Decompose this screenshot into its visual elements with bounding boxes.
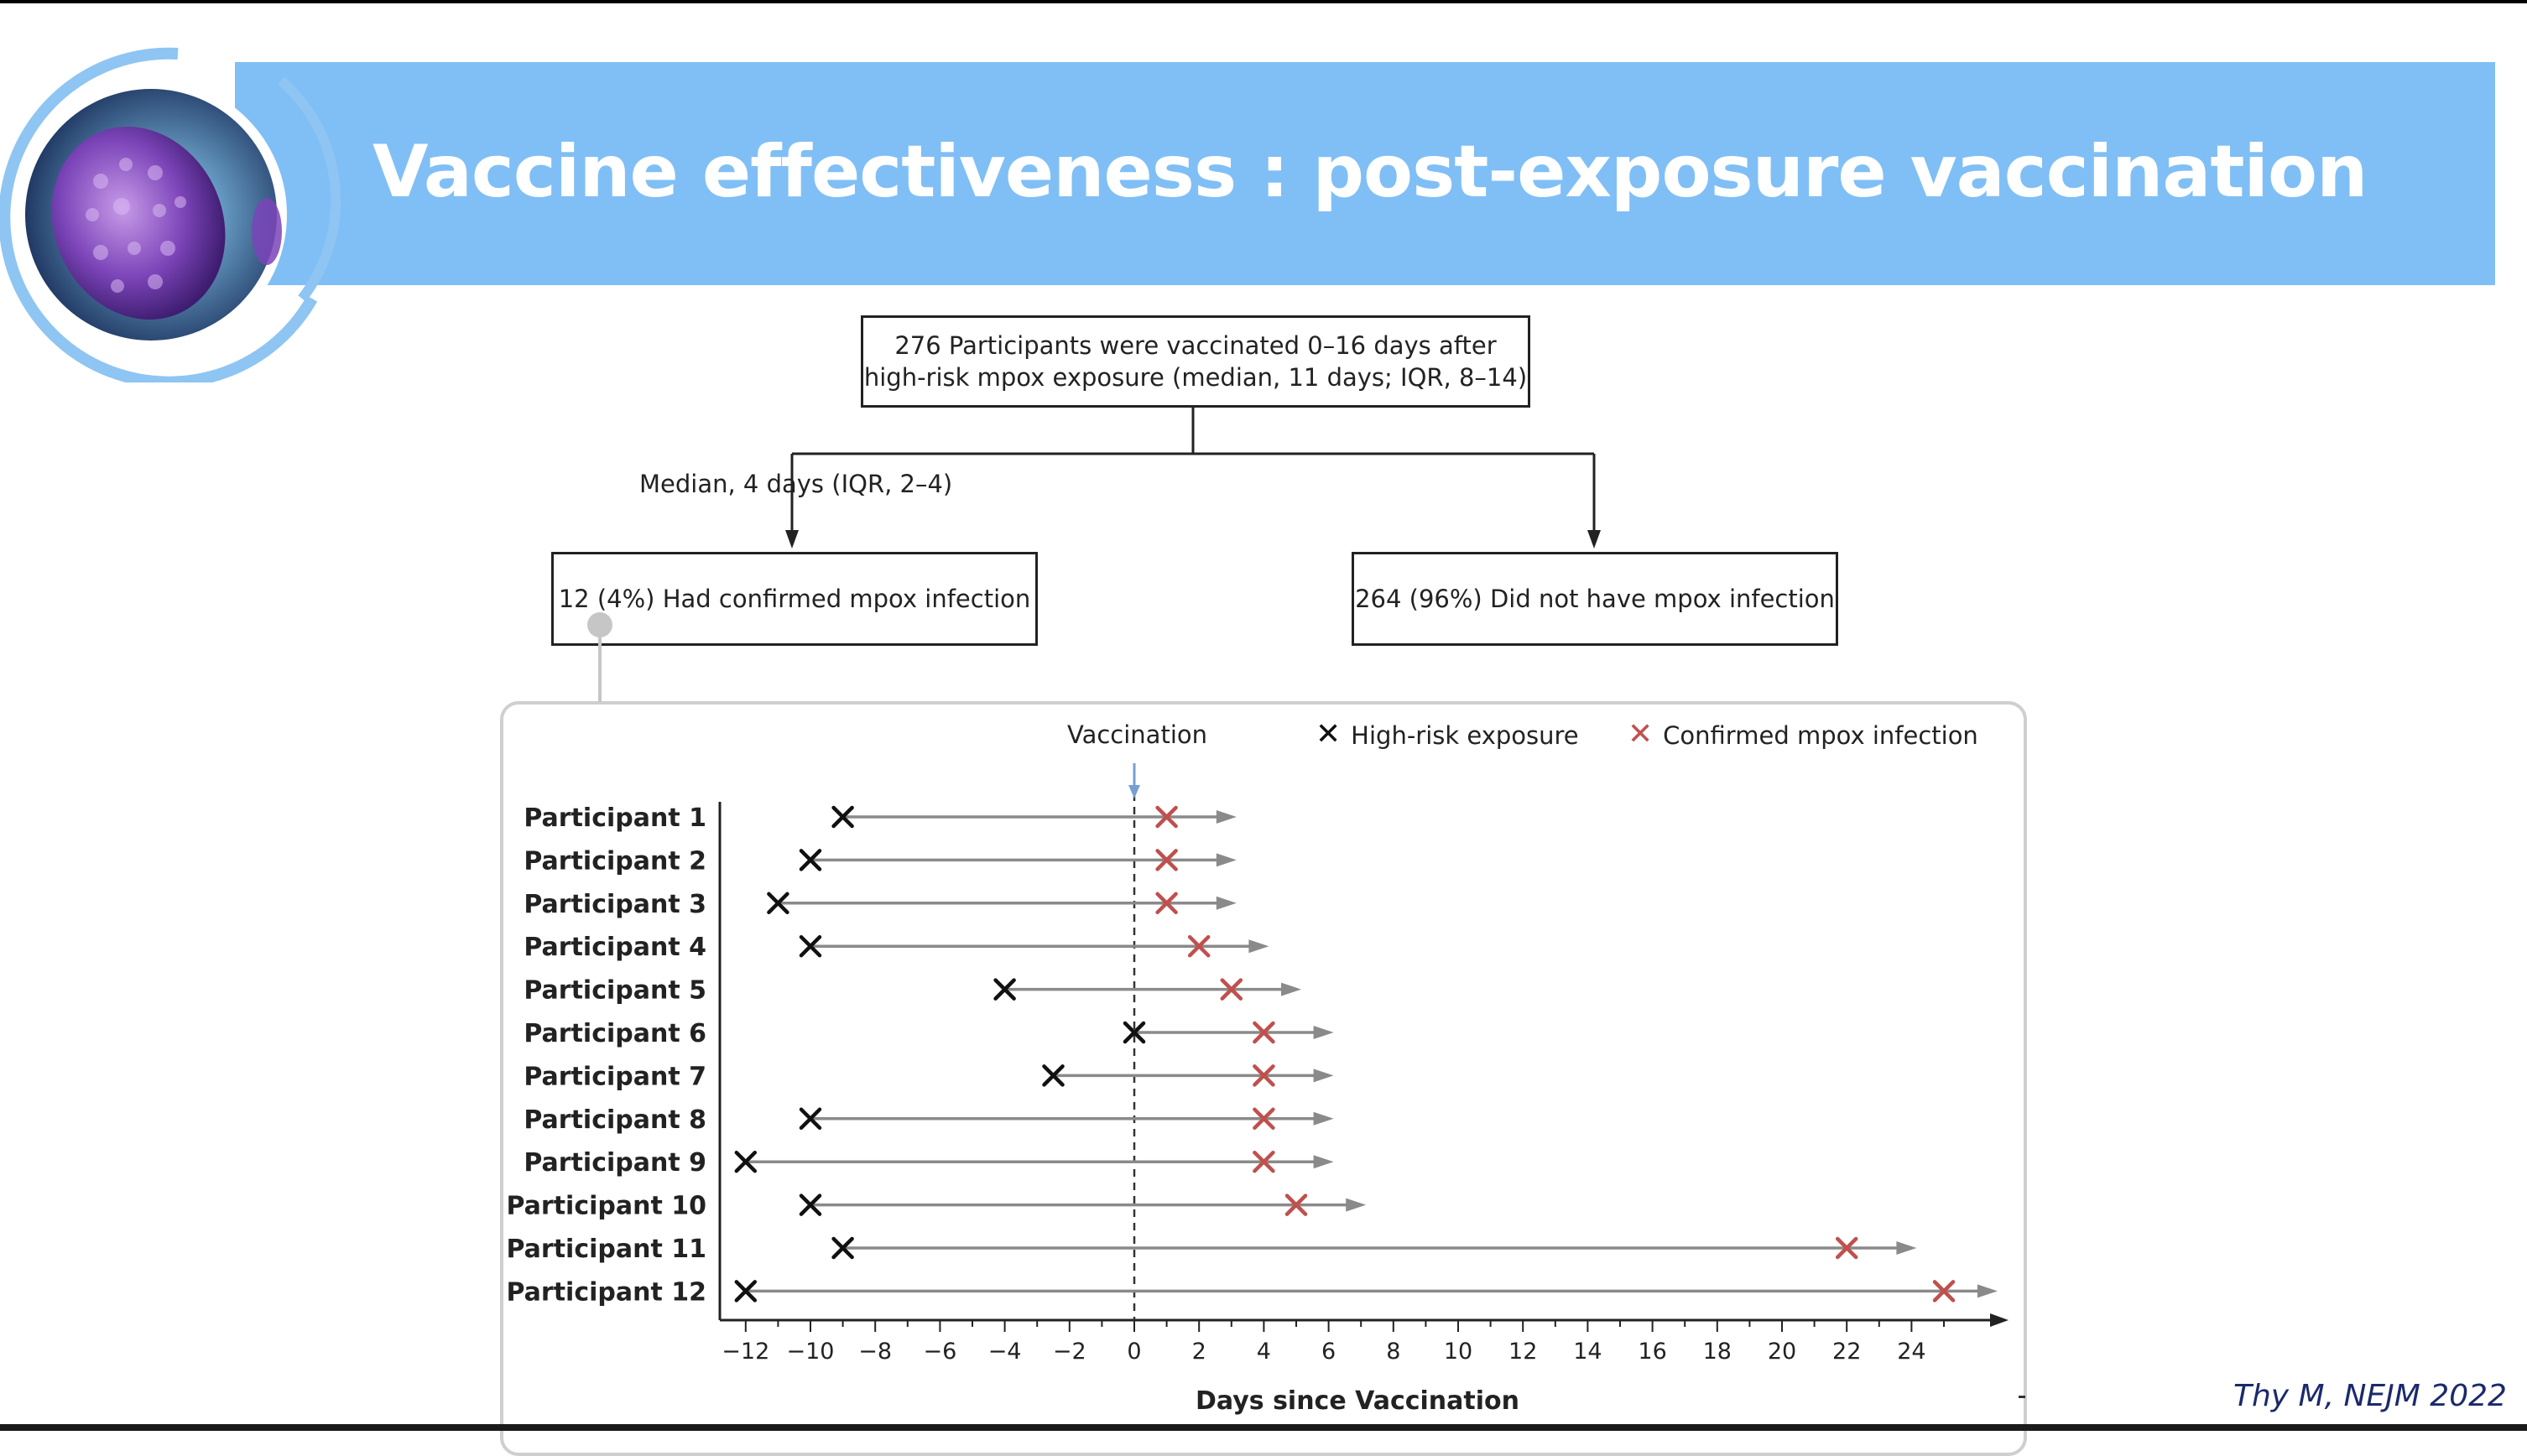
infection-marker [1155, 805, 1178, 829]
x-tick-label: 6 [1321, 1339, 1336, 1365]
infection-marker [1155, 892, 1178, 915]
x-tick-label: 18 [1703, 1339, 1732, 1365]
participant-timeline-arrowhead [1313, 1111, 1334, 1126]
participant-timeline-arrowhead [1896, 1241, 1917, 1255]
x-tick-label: 0 [1127, 1339, 1141, 1365]
exposure-marker [799, 849, 822, 871]
participant-label: Participant 2 [524, 846, 706, 876]
legend-exposure: ✕ High-risk exposure [1316, 718, 1579, 751]
x-tick-label: 24 [1897, 1339, 1925, 1365]
exposure-x-icon: ✕ [1316, 717, 1342, 751]
branch-median-label: Median, 4 days (IQR, 2–4) [639, 470, 953, 498]
exposure-marker [799, 1193, 822, 1216]
x-axis-arrowhead [1990, 1313, 2009, 1327]
participant-timeline-arrowhead [1346, 1198, 1367, 1212]
x-tick-label: 4 [1257, 1339, 1271, 1365]
legend-infection-label: Confirmed mpox infection [1663, 721, 1978, 750]
participant-label: Participant 7 [524, 1062, 706, 1091]
infection-marker [1187, 934, 1211, 958]
x-tick-label: 10 [1444, 1339, 1472, 1365]
participant-label: Participant 9 [524, 1148, 706, 1178]
participant-label: Participant 10 [506, 1192, 706, 1221]
legend-vaccination: Vaccination [1067, 718, 1207, 751]
infection-x-icon: ✕ [1628, 717, 1654, 751]
legend-infection: ✕ Confirmed mpox infection [1628, 718, 1978, 751]
exposure-marker [799, 934, 822, 958]
x-tick-label: −2 [1053, 1339, 1086, 1365]
participant-timeline-arrowhead [1313, 1155, 1334, 1169]
participant-timeline-arrowhead [1313, 1069, 1334, 1083]
panel-connector-dot [587, 612, 612, 637]
infection-marker [1253, 1064, 1275, 1087]
legend-exposure-label: High-risk exposure [1351, 721, 1579, 750]
top-border [0, 0, 2527, 3]
title-banner [235, 62, 2495, 285]
x-tick-label: 16 [1638, 1339, 1666, 1365]
infection-marker [1284, 1193, 1308, 1216]
exposure-marker [734, 1150, 758, 1173]
x-tick-label: 14 [1573, 1339, 1602, 1365]
exposure-marker [734, 1280, 758, 1303]
not-infected-box: 264 (96%) Did not have mpox infection [1352, 552, 1838, 646]
participant-timeline-arrowhead [1216, 810, 1237, 824]
mpox-virus-logo [0, 47, 341, 382]
x-tick-label: 2 [1192, 1339, 1206, 1365]
participant-label: Participant 4 [524, 933, 706, 962]
infection-marker [1155, 849, 1178, 871]
x-tick-label: −10 [787, 1339, 835, 1365]
participant-timeline-arrowhead [1216, 853, 1237, 867]
infection-marker [1220, 978, 1243, 1001]
citation: Thy M, NEJM 2022 [2233, 1379, 2507, 1413]
slide-title: Vaccine effectiveness : post-exposure va… [373, 130, 2368, 214]
x-axis-title: Days since Vaccination [1196, 1386, 1519, 1416]
participant-label: Participant 1 [524, 803, 706, 833]
participant-timeline-arrowhead [1313, 1026, 1334, 1039]
vaccination-arrow-head [1128, 785, 1140, 798]
panel-connector-line [598, 625, 602, 702]
participant-label: Participant 11 [506, 1235, 706, 1264]
infection-marker [1253, 1021, 1275, 1044]
legend-vaccination-label: Vaccination [1067, 720, 1208, 749]
participant-timeline-arrowhead [1248, 939, 1269, 954]
participant-label: Participant 5 [524, 976, 706, 1006]
exposure-marker [831, 1236, 854, 1260]
x-tick-label: 22 [1832, 1339, 1861, 1365]
participant-timeline-arrowhead [1216, 896, 1237, 910]
x-tick-label: −6 [923, 1339, 956, 1365]
participant-label: Participant 12 [506, 1277, 706, 1307]
total-participants-box: 276 Participants were vaccinated 0–16 da… [861, 315, 1530, 408]
exposure-marker [1042, 1064, 1065, 1087]
x-tick-label: 8 [1386, 1339, 1400, 1365]
x-tick-label: −8 [858, 1339, 892, 1365]
participant-timeline-arrowhead [1281, 982, 1301, 996]
exposure-marker [831, 805, 854, 829]
infection-marker [1253, 1150, 1275, 1173]
exposure-marker [993, 978, 1016, 1001]
infection-marker [1932, 1280, 1956, 1303]
x-tick-label: 12 [1508, 1339, 1537, 1365]
x-tick-label: −4 [988, 1339, 1022, 1365]
bottom-border [0, 1424, 2527, 1431]
infected-box: 12 (4%) Had confirmed mpox infection [551, 552, 1038, 646]
x-tick-label: −12 [722, 1339, 769, 1365]
infection-marker [1253, 1107, 1275, 1131]
x-tick-label: 20 [1768, 1339, 1796, 1365]
infection-marker [1835, 1236, 1858, 1260]
participant-label: Participant 6 [524, 1019, 706, 1048]
exposure-marker [799, 1107, 822, 1131]
exposure-marker [1123, 1021, 1146, 1044]
participant-timeline-arrowhead [1977, 1284, 1998, 1298]
participant-label: Participant 3 [524, 890, 706, 919]
dash-mark [2019, 1396, 2025, 1398]
participant-label: Participant 8 [524, 1105, 706, 1135]
exposure-marker [767, 892, 789, 915]
